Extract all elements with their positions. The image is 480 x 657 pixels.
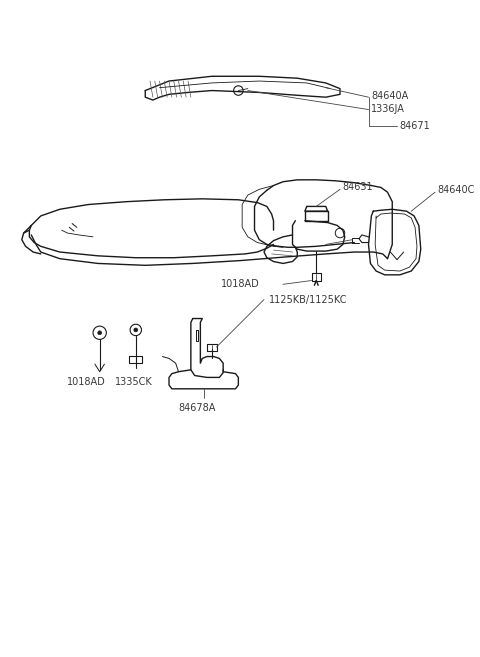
Text: 1335CK: 1335CK [115, 377, 153, 387]
Text: 84671: 84671 [400, 121, 431, 131]
Text: 1018AD: 1018AD [221, 279, 260, 289]
Text: 84678A: 84678A [179, 403, 216, 413]
Text: 84640C: 84640C [437, 185, 474, 195]
Text: 1125KB/1125KC: 1125KB/1125KC [269, 294, 347, 305]
Circle shape [98, 331, 102, 334]
Text: 1336JA: 1336JA [372, 104, 405, 114]
Text: 1018AD: 1018AD [67, 377, 106, 387]
Text: 84640A: 84640A [372, 91, 408, 101]
Circle shape [134, 328, 138, 332]
Text: 84631: 84631 [342, 183, 372, 193]
